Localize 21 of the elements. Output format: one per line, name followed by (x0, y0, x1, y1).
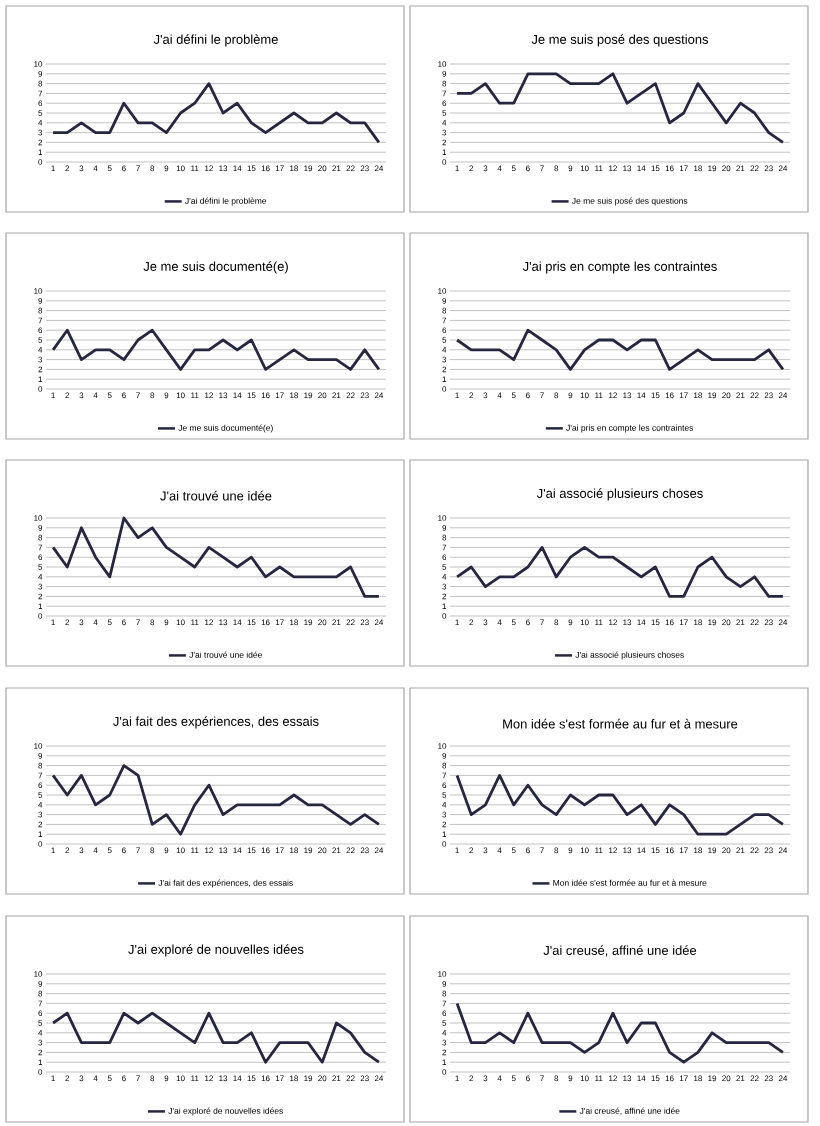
legend-label: Mon idée s'est formée au fur et à mesure (553, 879, 707, 886)
chart-title: Je me suis documenté(e) (143, 261, 288, 274)
line-series (455, 546, 785, 598)
legend-label: J'ai défini le problème (185, 197, 267, 206)
chart-title: J'ai exploré de nouvelles idées (128, 944, 304, 957)
chart-title: J'ai creusé, affiné une idée (543, 945, 697, 957)
legend-label: Je me suis documenté(e) (178, 424, 273, 433)
chart-title: Je me suis posé des questions (531, 34, 709, 47)
chart-title: J'ai associé plusieurs choses (536, 488, 703, 501)
chart-title: J'ai trouvé une idée (160, 490, 272, 501)
legend-label: J'ai exploré de nouvelles idées (168, 1107, 283, 1116)
legend-label: J'ai associé plusieurs choses (575, 651, 684, 660)
legend-label: J'ai pris en compte les contraintes (566, 424, 694, 433)
legend-label: J'ai creusé, affiné une idée (579, 1107, 680, 1115)
chart-title: J'ai fait des expériences, des essais (113, 716, 319, 729)
legend-label: Je me suis posé des questions (571, 197, 688, 206)
chart-title: J'ai pris en compte les contraintes (522, 261, 717, 274)
chart-title: J'ai défini le problème (153, 34, 278, 47)
legend-label: J'ai trouvé une idée (189, 651, 262, 658)
chart-title: Mon idée s'est formée au fur et à mesure (503, 718, 738, 729)
legend-label: J'ai fait des expériences, des essais (158, 879, 293, 888)
